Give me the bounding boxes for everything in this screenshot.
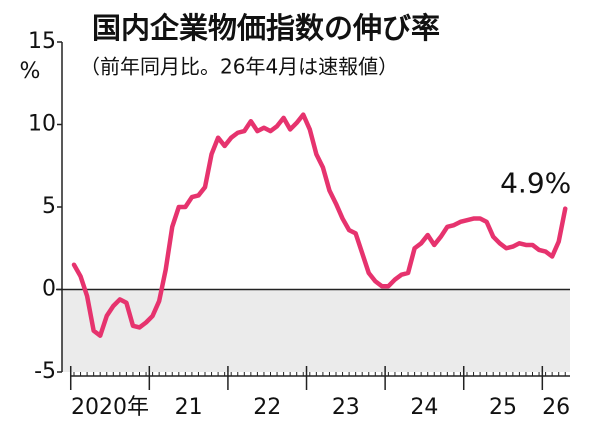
x-tick-label: 22 — [253, 395, 281, 420]
y-tick-label: 10 — [28, 112, 56, 137]
chart-subtitle: （前年同月比。26年4月は速報値） — [80, 55, 398, 79]
x-tick-label: 2020年 — [71, 395, 149, 420]
data-label: 4.9% — [500, 167, 571, 200]
negative-area — [62, 289, 570, 372]
y-tick-label: 0 — [42, 277, 56, 302]
x-tick-label: 24 — [410, 395, 438, 420]
y-tick-label: 5 — [42, 194, 56, 219]
data-line — [71, 112, 568, 338]
x-tick-label: 23 — [332, 395, 360, 420]
chart-title: 国内企業物価指数の伸び率 — [92, 11, 440, 45]
x-tick-label: 21 — [175, 395, 203, 420]
x-tick-label: 26 — [542, 395, 570, 420]
y-unit: % — [20, 59, 41, 84]
y-tick-label: -5 — [34, 359, 56, 384]
y-tick-label: 15 — [28, 29, 56, 54]
x-tick-label: 25 — [489, 395, 517, 420]
